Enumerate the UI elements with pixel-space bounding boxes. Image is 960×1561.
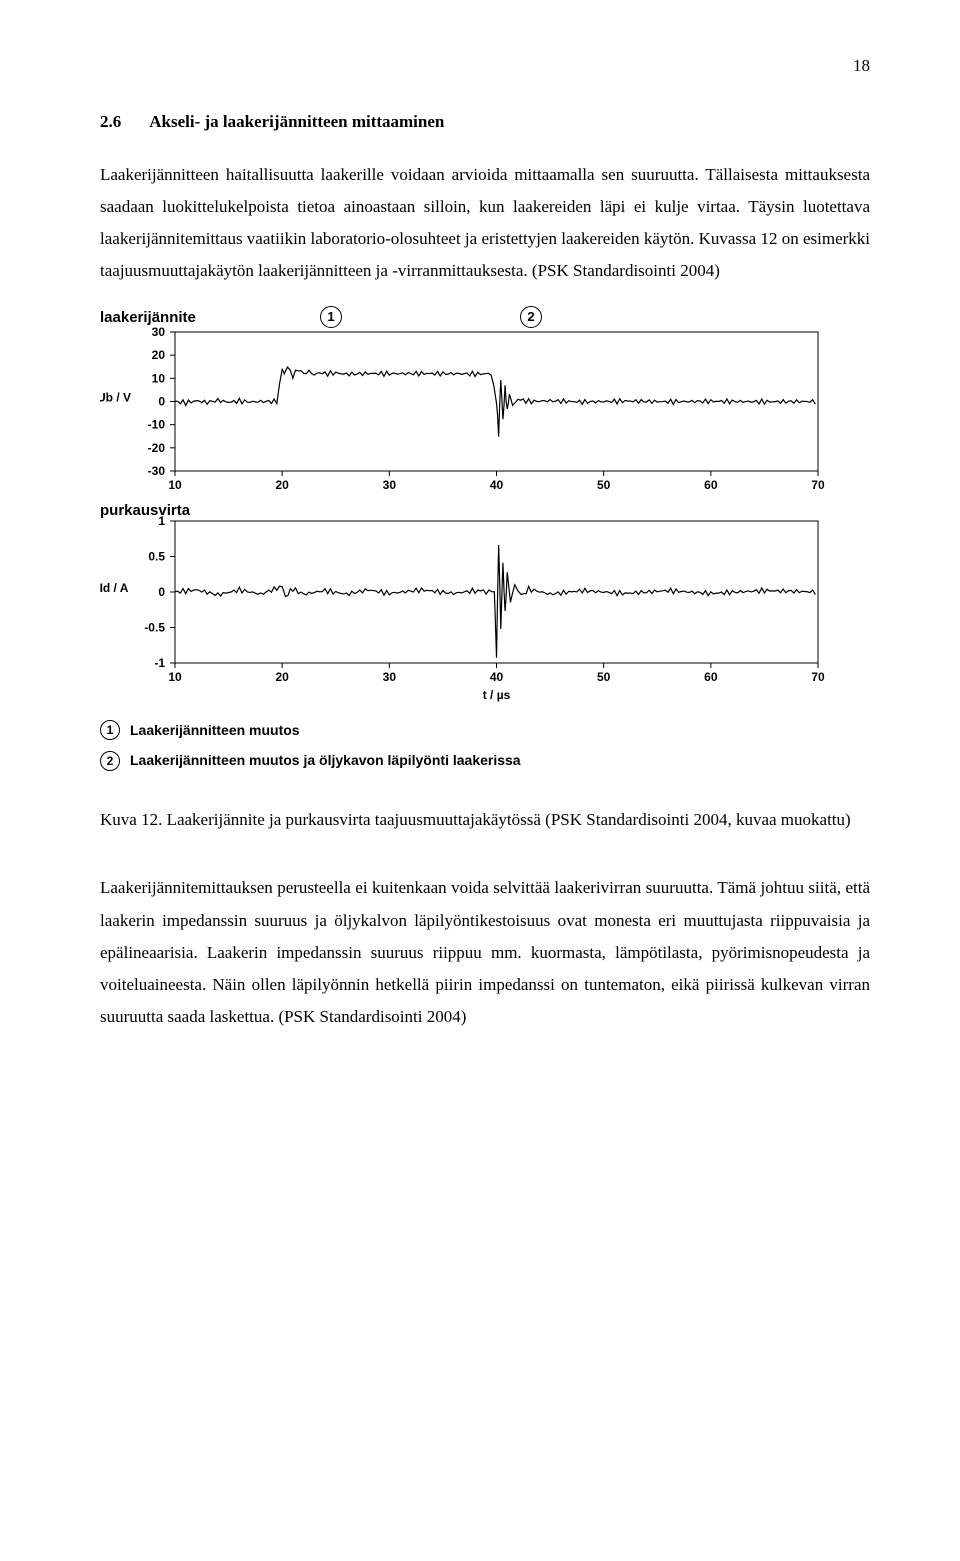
svg-text:-1: -1 — [154, 656, 165, 670]
svg-text:-20: -20 — [148, 441, 166, 455]
page-number: 18 — [100, 50, 870, 82]
svg-text:-0.5: -0.5 — [144, 620, 165, 634]
section-heading: 2.6 Akseli- ja laakerijännitteen mittaam… — [100, 106, 870, 138]
svg-text:0.5: 0.5 — [148, 549, 165, 563]
svg-text:20: 20 — [152, 348, 166, 362]
chart1-svg: -30-20-100102030Ub / V10203040506070 — [100, 308, 830, 493]
svg-text:70: 70 — [811, 670, 825, 684]
chart2-title: purkausvirta — [100, 497, 190, 526]
svg-text:40: 40 — [490, 670, 504, 684]
figure-12: laakerijännite 1 2 -30-20-100102030Ub / … — [100, 308, 870, 774]
svg-text:40: 40 — [490, 478, 504, 492]
svg-text:60: 60 — [704, 670, 718, 684]
heading-title: Akseli- ja laakerijännitteen mittaaminen — [149, 106, 444, 138]
marker-1-icon: 1 — [320, 306, 342, 328]
svg-text:10: 10 — [168, 478, 182, 492]
chart1-title: laakerijännite — [100, 304, 196, 333]
legend-1-text: Laakerijännitteen muutos — [130, 717, 300, 744]
marker-2-icon: 2 — [520, 306, 542, 328]
svg-text:t / µs: t / µs — [483, 688, 511, 702]
caption-text: Laakerijännite ja purkausvirta taajuusmu… — [162, 810, 850, 829]
svg-text:50: 50 — [597, 478, 611, 492]
svg-text:50: 50 — [597, 670, 611, 684]
chart-voltage: laakerijännite 1 2 -30-20-100102030Ub / … — [100, 308, 870, 493]
chart2-svg: -1-0.500.51Id / A10203040506070t / µs — [100, 503, 830, 703]
svg-text:60: 60 — [704, 478, 718, 492]
svg-text:Ub / V: Ub / V — [100, 390, 131, 404]
svg-text:10: 10 — [168, 670, 182, 684]
chart-current: purkausvirta -1-0.500.51Id / A1020304050… — [100, 503, 870, 703]
svg-text:10: 10 — [152, 371, 166, 385]
svg-text:20: 20 — [275, 478, 289, 492]
paragraph-2: Laakerijännitemittauksen perusteella ei … — [100, 872, 870, 1033]
legend-1-icon: 1 — [100, 720, 120, 740]
svg-text:20: 20 — [275, 670, 289, 684]
caption-label: Kuva 12. — [100, 810, 162, 829]
figure-caption: Kuva 12. Laakerijännite ja purkausvirta … — [100, 804, 870, 836]
svg-text:30: 30 — [383, 670, 397, 684]
svg-text:Id / A: Id / A — [100, 581, 129, 595]
legend-2-icon: 2 — [100, 751, 120, 771]
legend-row-2: 2 Laakerijännitteen muutos ja öljykavon … — [100, 747, 870, 774]
heading-number: 2.6 — [100, 106, 121, 138]
svg-text:30: 30 — [383, 478, 397, 492]
svg-text:0: 0 — [158, 394, 165, 408]
legend-2-text: Laakerijännitteen muutos ja öljykavon lä… — [130, 747, 521, 774]
paragraph-1: Laakerijännitteen haitallisuutta laakeri… — [100, 159, 870, 288]
svg-text:70: 70 — [811, 478, 825, 492]
svg-text:-10: -10 — [148, 417, 166, 431]
svg-text:-30: -30 — [148, 464, 166, 478]
legend-row-1: 1 Laakerijännitteen muutos — [100, 717, 870, 744]
svg-text:0: 0 — [158, 585, 165, 599]
figure-legend: 1 Laakerijännitteen muutos 2 Laakerijänn… — [100, 717, 870, 774]
